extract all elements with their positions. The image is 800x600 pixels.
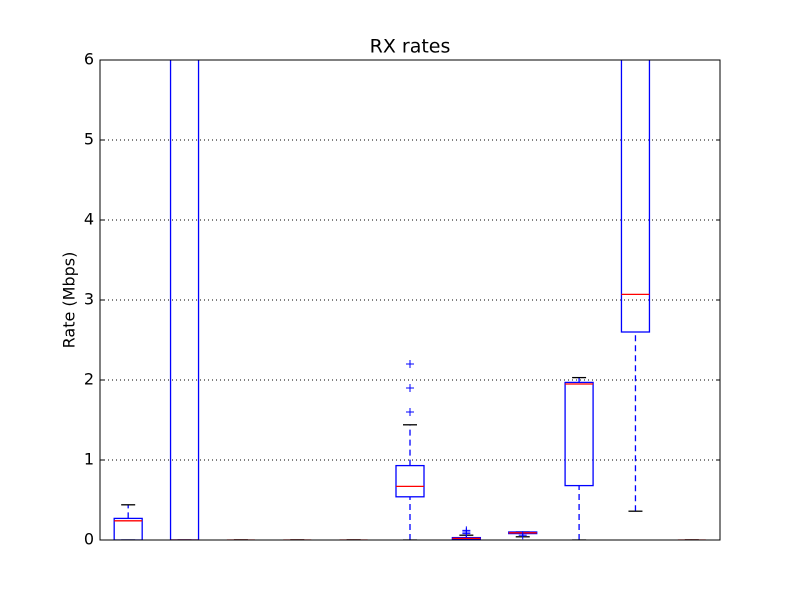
flier (518, 531, 527, 540)
box (395, 464, 425, 498)
y-tick-label: 3 (84, 290, 94, 309)
y-tick-label: 2 (84, 370, 94, 389)
y-tick-label: 6 (84, 50, 94, 69)
box (113, 517, 143, 540)
box (620, 60, 651, 333)
ticks: 0 1 2 3 4 5 6 (84, 50, 720, 549)
box (564, 381, 594, 487)
box (169, 60, 200, 540)
flier (406, 360, 414, 368)
y-tick-label: 1 (84, 450, 94, 469)
y-tick-label: 4 (84, 210, 94, 229)
flier (406, 408, 414, 416)
y-axis-label: Rate (Mbps) (60, 252, 79, 349)
flier (462, 526, 471, 535)
chart-title: RX rates (370, 36, 451, 58)
flier (406, 384, 414, 392)
y-tick-label: 5 (84, 130, 94, 149)
plot-area (113, 60, 706, 540)
y-tick-label: 0 (84, 530, 94, 549)
